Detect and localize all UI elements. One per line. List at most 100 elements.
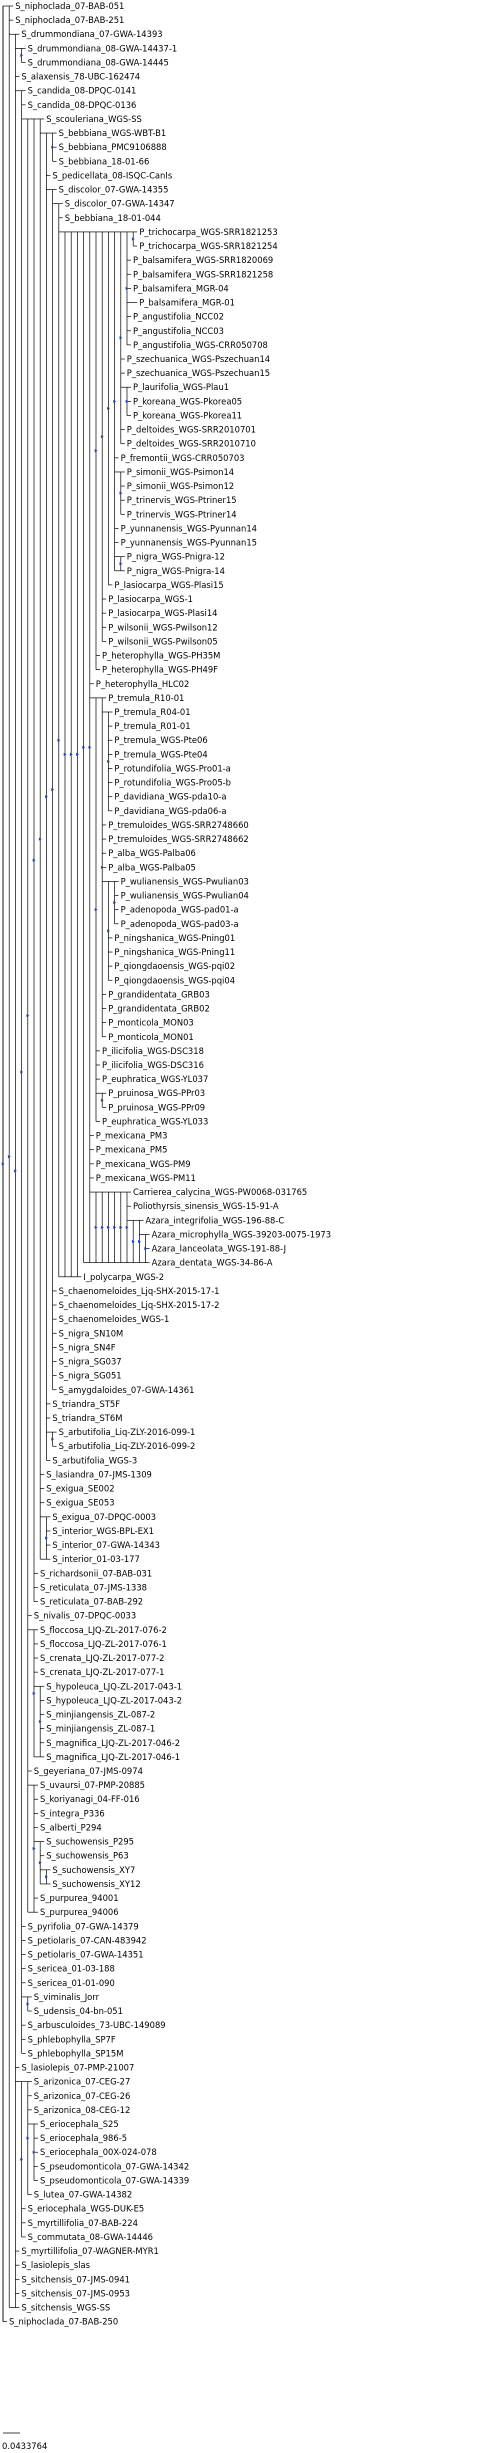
leaf-label: S_commutata_08-GWA-14446	[28, 2232, 153, 2242]
leaf-label: S_lasiolepis_07-PMP-21007	[21, 2063, 134, 2073]
leaf-label: S_sitchensis_WGS-SS	[21, 2303, 110, 2313]
leaf-label: S_arbutifolia_Liq-ZLY-2016-099-1	[59, 1427, 196, 1437]
node-marker	[94, 1225, 98, 1229]
leaf-label: P_balsamifera_WGS-SRR1820069	[133, 255, 273, 265]
leaf-label: P_deltoides_WGS-SRR2010710	[127, 439, 256, 449]
leaf-label: P_balsamifera_WGS-SRR1821258	[133, 269, 273, 279]
leaf-label: P_mexicana_WGS-PM11	[96, 1173, 196, 1183]
leaf-label: S_exigua_07-DPQC-0003	[52, 1512, 156, 1522]
leaf-label: P_davidiana_WGS-pda06-a	[114, 806, 226, 816]
node-marker	[107, 1225, 110, 1229]
leaf-label: P_fremontii_WGS-CRR050703	[121, 453, 245, 463]
leaf-label: P_mexicana_WGS-PM9	[96, 1159, 191, 1169]
leaf-label: P_rotundifolia_WGS-Pro01-a	[114, 763, 230, 773]
node-marker	[45, 1875, 48, 1879]
scale-bar: 0.0433764	[2, 2432, 47, 2451]
leaf-label: P_tremula_R10-01	[108, 693, 184, 703]
leaf-label: Azara_integrifolia_WGS-196-88-C	[145, 1215, 284, 1225]
leaf-label: P_szechuanica_WGS-Pszechuan15	[127, 368, 270, 378]
node-marker	[125, 1225, 129, 1229]
node-marker	[125, 286, 129, 290]
leaf-label: P_tremula_R04-01	[114, 707, 190, 717]
node-marker	[100, 865, 104, 869]
node-marker	[20, 53, 24, 58]
node-marker	[57, 738, 61, 742]
leaf-label: S_floccosa_LJQ-ZL-2017-076-1	[40, 1639, 167, 1649]
node-marker	[63, 752, 67, 756]
leaf-label: S_interior_07-GWA-14343	[52, 1540, 160, 1550]
leaf-label: S_suchowensis_XY12	[52, 1879, 140, 1889]
node-marker	[38, 837, 42, 841]
leaf-label: S_nigra_SG051	[59, 1371, 122, 1381]
leaf-label: S_crenata_LJQ-ZL-2017-077-2	[40, 1653, 165, 1663]
leaf-label: P_tremuloides_WGS-SRR2748662	[108, 834, 249, 844]
node-marker	[32, 858, 36, 862]
leaf-label: S_chaenomeloides_Ljq-SHX-2015-17-1	[59, 1286, 220, 1296]
node-marker	[51, 145, 55, 149]
leaf-label: S_triandra_ST6M	[52, 1413, 122, 1423]
leaf-label: S_eriocephala_S25	[40, 2119, 119, 2129]
leaf-label: P_yunnanensis_WGS-Pyunnan14	[121, 523, 257, 533]
leaf-label: P_mexicana_PM5	[96, 1145, 168, 1155]
leaf-label: S_amygdaloides_07-GWA-14361	[59, 1385, 195, 1395]
leaf-label: P_ilicifolia_WGS-DSC318	[102, 1046, 204, 1056]
leaf-label: P_heterophylla_WGS-PH35M	[102, 651, 220, 661]
node-marker	[76, 752, 79, 756]
leaf-label: S_eriocephala_WGS-DUK-E5	[28, 2204, 145, 2214]
leaf-label: P_heterophylla_HLC02	[96, 679, 190, 689]
node-marker	[113, 1225, 117, 1229]
leaf-label: S_discolor_07-GWA-14347	[65, 199, 175, 209]
leaf-label: P_qiongdaoensis_WGS-pqi02	[114, 961, 235, 971]
node-marker	[119, 336, 123, 340]
leaf-label: P_grandidentata_GRB03	[108, 989, 210, 999]
leaf-label: S_lasiolepis_slas	[21, 2260, 90, 2270]
leaf-label: P_balsamifera_MGR-01	[139, 298, 235, 308]
leaf-label: S_drummondiana_08-GWA-14437-1	[28, 43, 178, 53]
leaf-label: P_wilsonii_WGS-Pwilson05	[108, 636, 218, 646]
leaf-label: S_bebbiana_18-01-044	[65, 213, 161, 223]
node-marker	[107, 406, 110, 411]
leaf-label: S_reticulata_07-BAB-292	[40, 1597, 143, 1607]
leaf-label: P_angustifolia_WGS-CRR050708	[133, 340, 268, 350]
leaf-label: S_reticulata_07-JMS-1338	[40, 1582, 147, 1592]
leaf-label: S_hypoleuca_LJQ-ZL-2017-043-2	[46, 1695, 182, 1705]
leaf-label: P_ilicifolia_WGS-DSC316	[102, 1060, 204, 1070]
leaf-label: S_pedicellata_08-ISQC-CanIs	[52, 170, 172, 180]
leaf-label: P_lasiocarpa_WGS-Plasi15	[114, 580, 223, 590]
node-marker	[131, 237, 135, 241]
leaf-label: S_arizonica_07-CEG-26	[34, 2091, 130, 2101]
leaf-label: S_exigua_SE053	[46, 1498, 114, 1508]
node-marker	[138, 1239, 141, 1244]
node-marker	[131, 1239, 135, 1244]
leaf-label: P_yunnanensis_WGS-Pyunnan15	[121, 538, 257, 548]
leaf-label: P_simonii_WGS-Psimon12	[127, 481, 234, 491]
leaf-label: S_geyeriana_07-JMS-0974	[34, 1766, 143, 1776]
leaf-label: S_niphoclada_07-BAB-250	[9, 2317, 118, 2327]
leaf-label: P_alba_WGS-Palba06	[108, 848, 196, 858]
leaf-label: S_pseudomonticola_07-GWA-14342	[40, 2161, 189, 2171]
node-marker	[119, 491, 123, 495]
node-markers	[1, 53, 148, 2161]
leaf-label: P_trinervis_WGS-Ptriner15	[127, 495, 237, 505]
leaf-label: P_tremula_WGS-Pte06	[114, 735, 207, 745]
leaf-label: S_sericea_01-01-090	[28, 1978, 115, 1988]
leaf-labels: S_niphoclada_07-BAB-051 S_niphoclada_07-B…	[9, 1, 331, 2327]
node-marker	[26, 2136, 30, 2140]
leaf-label: S_udensis_04-bn-051	[34, 2006, 123, 2016]
leaf-label: I_polycarpa_WGS-2	[83, 1272, 164, 1282]
leaf-label: S_viminalis_Jorr	[34, 1992, 100, 2002]
node-marker	[7, 1155, 11, 1159]
leaf-label: S_arbusculoides_73-UBC-149089	[28, 2020, 166, 2030]
leaf-label: P_wulianensis_WGS-Pwulian04	[121, 891, 249, 901]
node-marker	[26, 1013, 30, 1018]
leaf-label: Poliothyrsis_sinensis_WGS-15-91-A	[133, 1201, 279, 1211]
leaf-label: P_lasiocarpa_WGS-Plasi14	[108, 608, 217, 618]
node-marker	[32, 1847, 36, 1851]
leaf-label: P_trichocarpa_WGS-SRR1821254	[139, 241, 278, 251]
leaf-label: P_adenopoda_WGS-pad01-a	[121, 905, 239, 915]
node-marker	[82, 745, 86, 749]
leaf-label: S_purpurea_94006	[40, 1907, 119, 1917]
leaf-label: S_scouleriana_WGS-SS	[46, 114, 142, 124]
leaf-label: P_alba_WGS-Palba05	[108, 862, 196, 872]
